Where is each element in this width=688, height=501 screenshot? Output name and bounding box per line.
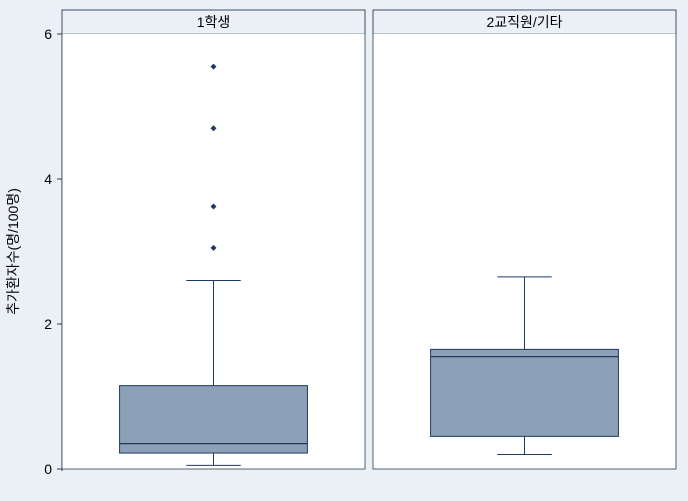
box — [120, 386, 308, 453]
y-tick-label: 6 — [44, 26, 52, 42]
y-axis-label: 추가환자수(명/100명) — [5, 188, 21, 315]
boxplot-chart: 0 2 4 6 추가환자수(명/100명) 1학생 2교직원/기타 — [0, 0, 688, 501]
y-tick-label: 4 — [44, 171, 52, 187]
chart-svg: 0 2 4 6 추가환자수(명/100명) 1학생 2교직원/기타 — [0, 0, 688, 501]
panel-title: 1학생 — [197, 14, 231, 30]
y-tick-label: 2 — [44, 316, 52, 332]
y-tick-label: 0 — [44, 461, 52, 477]
panel-title: 2교직원/기타 — [486, 14, 562, 30]
box — [431, 349, 619, 436]
